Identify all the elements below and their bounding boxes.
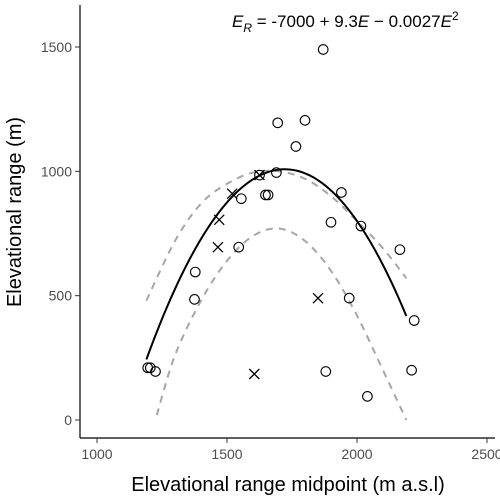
data-point-cross — [212, 241, 224, 253]
data-point-circle — [235, 193, 247, 205]
data-point-cross — [312, 292, 324, 304]
axes — [79, 5, 495, 439]
data-point-circle — [355, 220, 367, 232]
eq-var2: E — [441, 12, 453, 31]
data-point-circle — [343, 292, 355, 304]
data-point-cross — [248, 368, 260, 380]
x-axis-title: Elevational range midpoint (m a.s.l) — [131, 474, 444, 496]
eq-rhs-prefix: = -7000 + 9.3 — [252, 12, 358, 31]
ci-upper-line — [145, 169, 408, 302]
data-point-circle — [233, 241, 245, 253]
x-tick-label: 1000 — [81, 446, 112, 462]
data-point-circle — [317, 44, 329, 55]
x-tick-label: 2000 — [341, 446, 372, 462]
eq-lhs-subscript: R — [243, 21, 252, 35]
data-point-cross — [254, 169, 265, 181]
data-point-cross — [213, 214, 225, 226]
fit-equation: ER = -7000 + 9.3E − 0.0027E2 — [232, 9, 459, 35]
data-point-circle — [299, 115, 311, 126]
ticks: 1000 1500 2000 2500 0 500 1000 1500 — [41, 39, 500, 462]
x-tick-label: 1500 — [211, 446, 242, 462]
confidence-band — [145, 169, 408, 421]
data-point-circle — [271, 167, 282, 178]
data-point-circle — [290, 141, 302, 152]
data-point-circle — [362, 391, 373, 402]
fit-curve — [145, 168, 408, 360]
eq-exponent: 2 — [452, 9, 459, 23]
eq-var1: E — [358, 12, 370, 31]
data-point-circle — [262, 189, 274, 201]
eq-rhs-mid: − 0.0027 — [369, 12, 440, 31]
y-tick-label: 0 — [64, 412, 72, 428]
data-point-circle — [325, 216, 337, 228]
data-point-circle — [272, 117, 284, 129]
data-point-circle — [394, 244, 406, 256]
data-point-circle — [406, 364, 417, 376]
data-point-circle — [320, 366, 332, 377]
eq-lhs: E — [232, 12, 244, 31]
data-point-circle — [189, 266, 201, 278]
data-point-circle — [150, 366, 161, 377]
data-points — [142, 44, 420, 402]
y-tick-label: 1500 — [41, 39, 72, 55]
y-tick-label: 1000 — [41, 163, 72, 179]
y-tick-label: 500 — [49, 288, 73, 304]
fit-curve-group — [145, 168, 408, 360]
ci-lower-line — [155, 227, 408, 421]
data-point-circle — [260, 189, 271, 201]
data-point-circle — [408, 315, 420, 326]
data-point-circle — [189, 294, 200, 305]
data-point-circle — [336, 187, 347, 198]
data-point-circle — [254, 169, 265, 181]
data-point-cross — [226, 188, 238, 200]
x-tick-label: 2500 — [471, 446, 500, 462]
y-axis-title: Elevational range (m) — [4, 117, 26, 307]
